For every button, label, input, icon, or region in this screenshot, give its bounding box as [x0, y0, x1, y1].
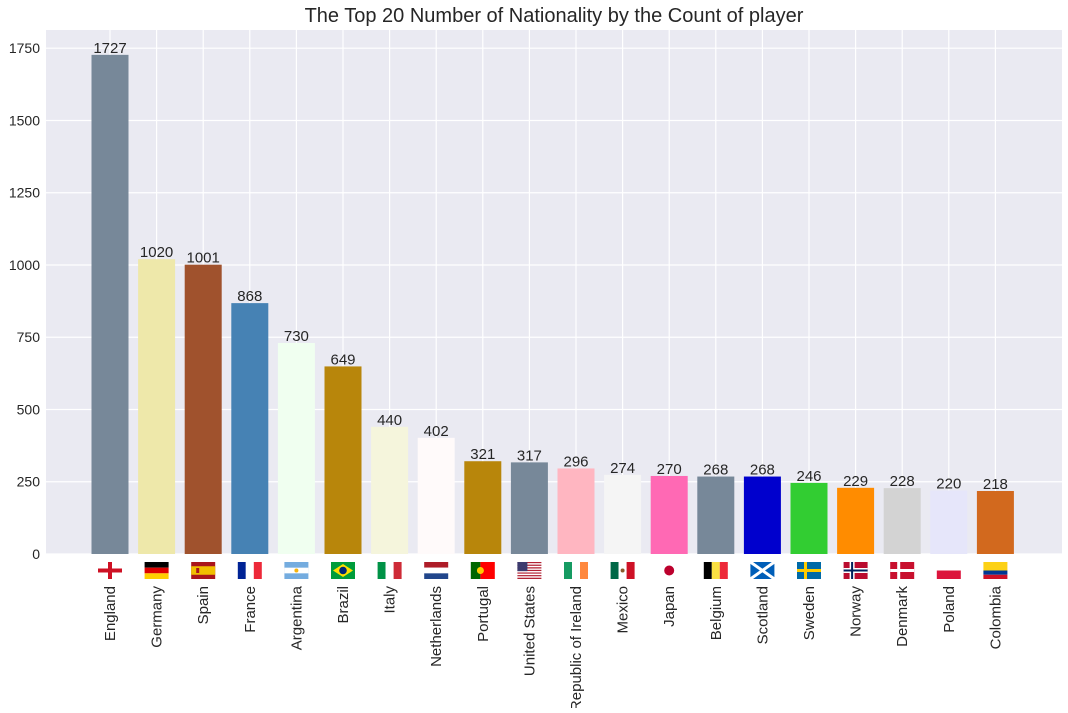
bar-value-label: 268 — [703, 462, 728, 479]
bar — [650, 475, 688, 554]
x-tick-label: Netherlands — [428, 586, 445, 667]
y-tick-label: 1500 — [9, 112, 40, 128]
united-states-flag-icon — [517, 562, 542, 579]
bar-value-label: 270 — [657, 461, 682, 478]
portugal-flag-icon — [470, 562, 495, 579]
belgium-flag-icon — [703, 562, 728, 579]
bar-value-label: 220 — [936, 475, 961, 492]
chart-title: The Top 20 Number of Nationality by the … — [305, 5, 804, 27]
bar-value-label: 649 — [330, 351, 355, 368]
bar — [184, 264, 222, 554]
sweden-flag-icon — [797, 562, 821, 579]
bar — [510, 462, 548, 554]
x-tick-label: Poland — [941, 586, 958, 633]
bar-value-label: 296 — [563, 453, 588, 470]
poland-flag-icon — [936, 562, 961, 579]
bar — [557, 468, 595, 554]
france-flag-icon — [237, 562, 262, 579]
y-tick-label: 1250 — [9, 185, 40, 201]
x-tick-label: Argentina — [288, 585, 305, 650]
bar — [464, 461, 502, 554]
ireland-flag-icon — [564, 562, 588, 579]
bar — [324, 366, 362, 554]
bar-value-label: 868 — [237, 288, 262, 305]
x-tick-label: Spain — [195, 586, 212, 624]
bar-value-label: 1727 — [93, 40, 126, 57]
bar-value-label: 274 — [610, 460, 635, 477]
y-tick-label: 750 — [17, 329, 41, 345]
x-tick-label: Brazil — [335, 586, 352, 624]
y-tick-label: 500 — [17, 401, 41, 417]
japan-flag-icon — [657, 562, 682, 579]
bar — [837, 487, 875, 554]
bar-value-label: 228 — [890, 473, 915, 490]
scotland-flag-icon — [749, 560, 776, 581]
bar-value-label: 1001 — [187, 250, 220, 267]
y-tick-label: 0 — [32, 546, 40, 562]
x-tick-label: United States — [521, 586, 538, 676]
y-tick-label: 1000 — [9, 257, 40, 273]
bar — [417, 437, 455, 554]
bar-value-label: 218 — [983, 476, 1008, 493]
bar-value-label: 321 — [470, 446, 495, 463]
bar-value-label: 246 — [796, 468, 821, 485]
bar — [91, 54, 129, 554]
x-tick-label: Scotland — [754, 586, 771, 644]
spain-flag-icon — [191, 562, 216, 579]
brazil-flag-icon — [331, 562, 355, 579]
x-tick-label: Denmark — [894, 586, 911, 647]
italy-flag-icon — [377, 562, 402, 579]
x-tick-label: Portugal — [475, 586, 492, 642]
x-tick-label: Colombia — [987, 585, 1004, 649]
y-tick-label: 250 — [17, 474, 41, 490]
argentina-flag-icon — [284, 562, 309, 579]
bar — [697, 476, 735, 554]
netherlands-flag-icon — [424, 562, 449, 579]
bar — [930, 490, 968, 554]
bar-value-label: 440 — [377, 412, 402, 429]
bar-value-label: 402 — [424, 423, 449, 440]
x-tick-label: Republic of Ireland — [568, 586, 585, 708]
denmark-flag-icon — [890, 562, 915, 579]
bar — [883, 488, 921, 554]
x-tick-label: France — [242, 586, 259, 633]
x-tick-label: Norway — [848, 586, 865, 637]
plot-area: 0 250 500 750 1000 1250 1500 1750 1727 1020 1001 86… — [9, 30, 1062, 711]
mexico-flag-icon — [610, 562, 635, 579]
x-tick-label: Japan — [661, 586, 678, 627]
bar — [790, 482, 828, 554]
bar — [138, 259, 176, 554]
x-tick-label: Mexico — [615, 586, 632, 634]
bar — [604, 474, 642, 554]
x-tick-label: England — [102, 586, 119, 641]
bar-value-label: 730 — [284, 328, 309, 345]
england-flag-icon — [98, 562, 122, 579]
colombia-flag-icon — [983, 562, 1008, 579]
bar-value-label: 229 — [843, 473, 868, 490]
germany-flag-icon — [144, 562, 169, 579]
x-tick-label: Germany — [149, 586, 166, 648]
x-tick-label: Italy — [382, 586, 399, 614]
bar-value-label: 268 — [750, 462, 775, 479]
bar — [231, 303, 269, 554]
bar — [371, 426, 409, 554]
bar-value-label: 317 — [517, 447, 542, 464]
norway-flag-icon — [843, 562, 868, 579]
y-tick-label: 1750 — [9, 40, 40, 56]
bar — [743, 476, 781, 554]
bar-value-label: 1020 — [140, 244, 173, 261]
bar — [277, 343, 315, 554]
x-tick-label: Sweden — [801, 586, 818, 640]
bar — [976, 490, 1014, 554]
x-tick-label: Belgium — [708, 586, 725, 640]
